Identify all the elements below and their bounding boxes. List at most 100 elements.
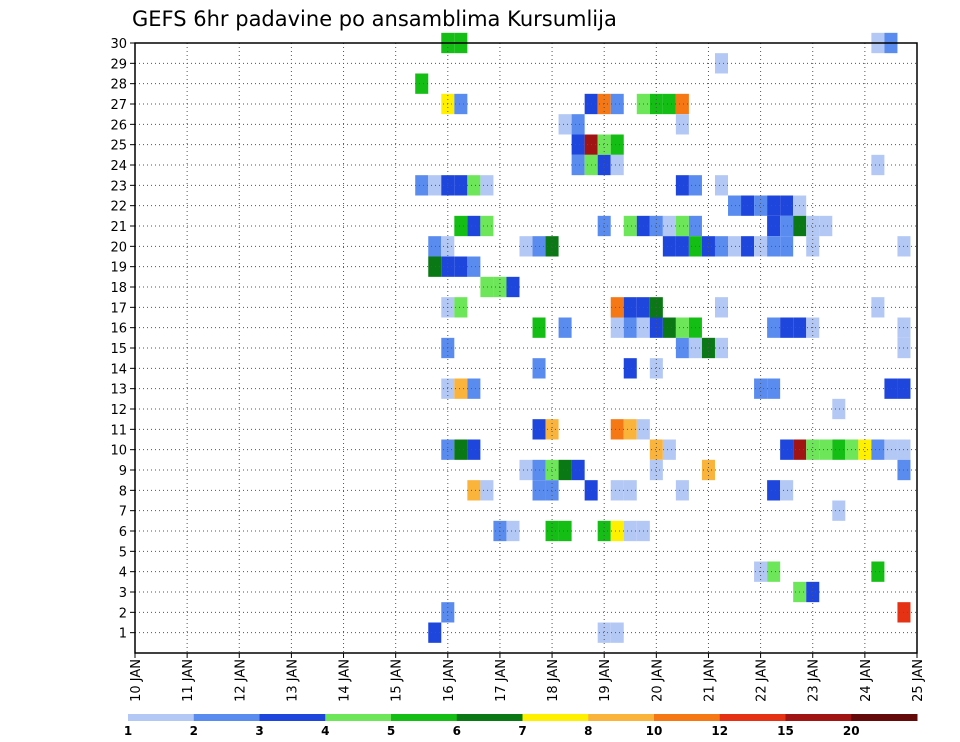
x-tick-label: 11 JAN: [181, 659, 196, 702]
data-cell: [571, 114, 585, 135]
data-cell: [623, 480, 637, 501]
data-cell: [780, 317, 794, 338]
y-tick-label: 1: [119, 627, 127, 642]
data-cell: [467, 480, 481, 501]
data-cell: [558, 520, 572, 542]
data-cell: [675, 215, 689, 237]
data-cell: [714, 236, 729, 257]
grid-lines: [135, 42, 917, 653]
colorbar-swatch: [588, 714, 655, 721]
data-cell: [832, 439, 846, 460]
data-cell: [806, 215, 820, 237]
y-tick-label: 4: [119, 566, 127, 581]
x-tick-label: 10 JAN: [129, 659, 144, 702]
data-cell: [649, 358, 663, 379]
x-tick-label: 12 JAN: [233, 659, 248, 702]
data-cell: [819, 215, 833, 237]
data-cell: [767, 378, 781, 399]
y-tick-label: 25: [110, 139, 127, 154]
data-cell: [832, 398, 846, 420]
colorbar-swatch: [851, 714, 918, 721]
data-cell: [558, 317, 572, 338]
colorbar-label: 4: [321, 724, 329, 738]
colorbar-swatch: [391, 714, 458, 721]
data-cell: [415, 175, 429, 196]
data-cell: [506, 276, 520, 298]
data-cell: [714, 53, 729, 74]
x-tick-label: 19 JAN: [598, 659, 613, 702]
data-cell: [571, 154, 585, 176]
data-cell: [780, 439, 794, 460]
data-cell: [428, 175, 442, 196]
data-cell: [662, 93, 676, 115]
y-tick-label: 24: [110, 159, 127, 174]
data-cell: [519, 459, 533, 481]
data-cell: [819, 439, 833, 460]
data-cell: [767, 480, 781, 501]
x-tick-label: 14 JAN: [338, 659, 353, 702]
colorbar-swatch: [193, 714, 260, 721]
data-cell: [780, 480, 794, 501]
colorbar-swatch: [325, 714, 392, 721]
data-cell: [480, 215, 494, 237]
data-cell: [714, 337, 729, 359]
data-cell: [754, 195, 768, 216]
data-cell: [597, 215, 611, 237]
y-tick-label: 5: [119, 545, 127, 560]
data-cell: [714, 175, 729, 196]
y-tick-label: 15: [110, 342, 127, 357]
data-cell: [597, 622, 611, 643]
x-tick-label: 18 JAN: [546, 659, 561, 702]
colorbar-swatch: [719, 714, 786, 721]
y-tick-label: 11: [110, 423, 127, 438]
data-cell: [545, 520, 559, 542]
data-cell: [623, 520, 637, 542]
data-cell: [467, 175, 481, 196]
data-cell: [597, 520, 611, 542]
colorbar: 1 2 3 4 5 6 7 8 10 12 15 20: [124, 714, 918, 738]
data-cell: [558, 114, 572, 135]
x-tick-label: 21 JAN: [702, 659, 717, 702]
data-cell: [454, 378, 468, 399]
data-cell: [767, 236, 781, 257]
y-tick-label: 18: [110, 281, 127, 296]
y-tick-label: 9: [119, 464, 127, 479]
data-cell: [610, 419, 624, 440]
x-tick-label: 17 JAN: [494, 659, 509, 702]
data-cell: [545, 236, 559, 257]
x-tick-label: 23 JAN: [807, 659, 822, 702]
data-cell: [623, 358, 637, 379]
data-cell: [545, 459, 559, 481]
data-cell: [454, 439, 468, 460]
data-cell: [623, 215, 637, 237]
x-tick-label: 16 JAN: [442, 659, 457, 702]
data-cell: [480, 276, 494, 298]
data-cell: [610, 134, 624, 155]
y-tick-label: 23: [110, 179, 127, 194]
data-cell: [454, 93, 468, 115]
data-cell: [767, 195, 781, 216]
colorbar-swatch: [128, 714, 195, 721]
y-tick-label: 8: [119, 484, 127, 499]
data-cell: [480, 175, 494, 196]
colorbar-label: 3: [255, 724, 263, 738]
data-cell: [728, 195, 742, 216]
data-cell: [597, 154, 611, 176]
colorbar-label: 15: [777, 724, 794, 738]
data-cell: [884, 439, 898, 460]
colorbar-label: 12: [711, 724, 728, 738]
data-cell: [767, 215, 781, 237]
colorbar-label: 2: [190, 724, 198, 738]
data-cell: [701, 459, 715, 481]
data-cell: [545, 480, 559, 501]
data-cell: [806, 439, 820, 460]
x-tick-label: 24 JAN: [859, 659, 874, 702]
data-cell: [519, 236, 533, 257]
data-cell: [480, 480, 494, 501]
data-cell: [467, 215, 481, 237]
data-cell: [610, 154, 624, 176]
data-cell: [780, 236, 794, 257]
data-cell: [428, 622, 442, 643]
data-cell: [858, 439, 872, 460]
